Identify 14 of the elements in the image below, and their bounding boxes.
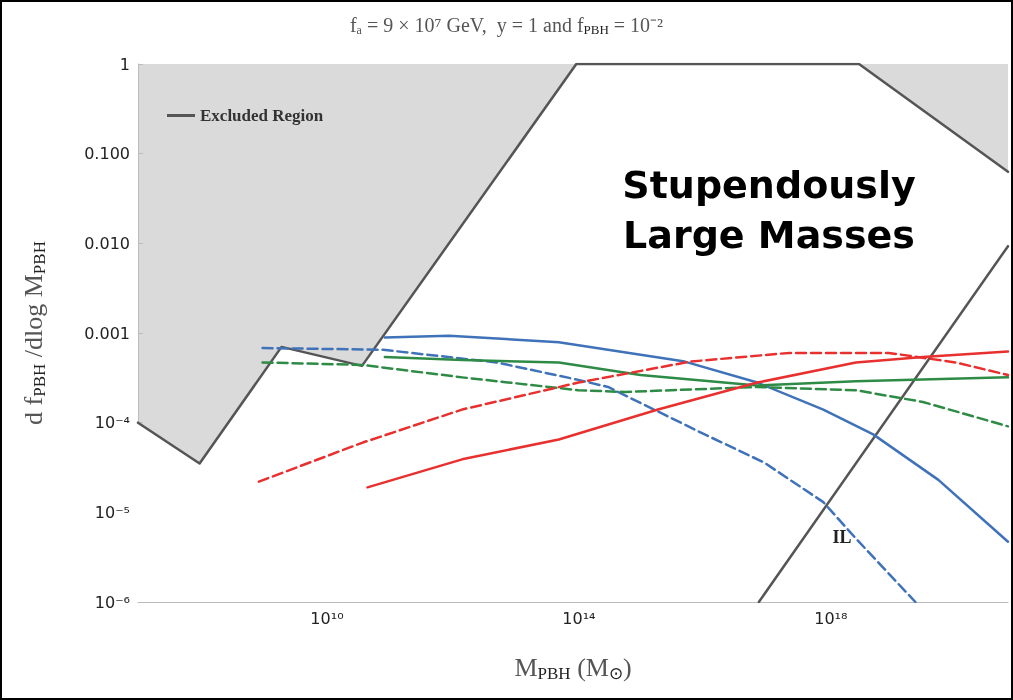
legend-label: Excluded Region — [200, 106, 324, 125]
x-tick-label: 10¹⁰ — [310, 608, 344, 628]
y-tick-label: 0.001 — [84, 323, 130, 343]
x-tick-label: 10¹⁴ — [562, 608, 596, 628]
y-tick-label: 10⁻⁴ — [94, 413, 130, 433]
y-tick-label: 10⁻⁵ — [94, 502, 130, 522]
y-axis-title: d fPBH /dlog MPBH — [18, 241, 49, 425]
annotation: IL — [832, 527, 852, 547]
y-tick-label: 10⁻⁶ — [94, 592, 130, 612]
y-tick-label: 0.010 — [84, 233, 130, 253]
x-tick-label: 10¹⁸ — [814, 608, 848, 628]
y-tick-label: 0.100 — [84, 144, 130, 164]
y-tick-label: 1 — [119, 54, 130, 74]
annotation: Stupendously Large Masses — [622, 163, 916, 257]
